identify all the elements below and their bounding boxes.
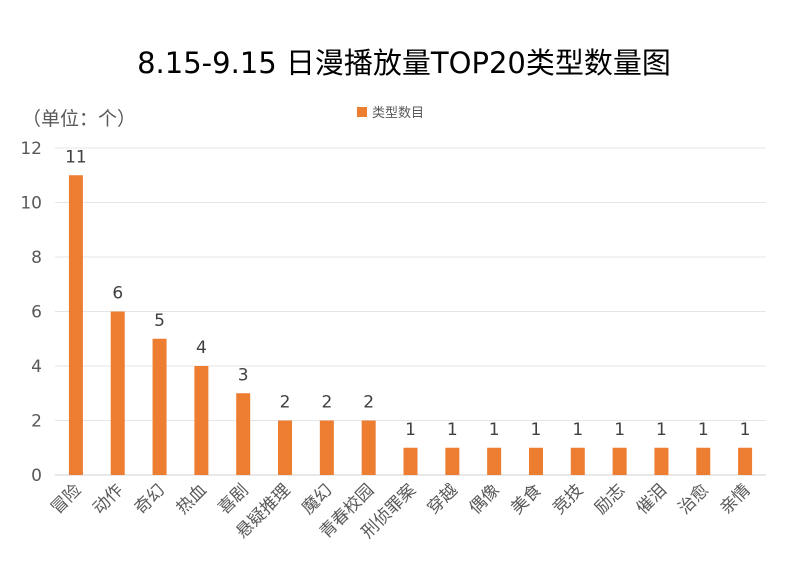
y-tick-label: 0 [31,466,42,486]
bar [152,338,167,475]
data-label: 1 [447,420,458,440]
bar [487,447,502,475]
x-tick-label: 催泪 [633,480,671,518]
legend-swatch [357,106,367,117]
bar [654,447,669,475]
data-label: 1 [740,420,751,440]
data-label: 2 [363,393,374,413]
data-label: 1 [531,420,542,440]
x-tick-label: 热血 [173,480,211,518]
bar [236,393,251,475]
unit-label: （单位：个） [22,108,137,130]
legend: 类型数目 [357,102,424,121]
bar [696,447,711,475]
data-label: 5 [154,311,165,331]
x-tick-label: 竞技 [549,480,587,518]
data-label: 11 [65,147,87,167]
data-label: 1 [405,420,416,440]
bar [278,420,293,475]
data-label: 1 [614,420,625,440]
data-label: 3 [238,365,249,385]
bar [570,447,585,475]
data-label: 6 [112,284,123,304]
x-tick-label: 偶像 [465,480,503,518]
y-tick-label: 12 [20,139,42,159]
data-label: 2 [280,393,291,413]
data-label: 4 [196,338,207,358]
x-tick-label: 美食 [507,480,545,518]
bar [194,366,209,475]
x-tick-label: 亲情 [716,480,754,518]
x-tick-label: 励志 [591,480,629,518]
x-tick-label: 动作 [89,480,127,518]
y-tick-label: 10 [20,194,42,214]
bar [68,175,83,475]
bar [110,311,125,475]
bar [319,420,334,475]
bar [361,420,376,475]
legend-label: 类型数目 [372,106,425,121]
data-label: 1 [698,420,709,440]
y-tick-label: 4 [31,357,42,377]
data-label: 2 [321,393,332,413]
y-tick-label: 2 [31,412,42,432]
chart-title: 8.15-9.15 日漫播放量TOP20类型数量图 [137,46,671,80]
x-tick-label: 治愈 [675,480,713,518]
bar [528,447,543,475]
data-label: 1 [489,420,500,440]
x-tick-label: 穿越 [424,480,462,518]
bar [738,447,753,475]
y-tick-label: 8 [31,248,42,268]
data-label: 1 [656,420,667,440]
bar [403,447,418,475]
bar [612,447,627,475]
y-tick-label: 6 [31,303,42,323]
x-tick-label: 奇幻 [131,480,169,518]
bar [445,447,460,475]
x-tick-label: 冒险 [47,480,85,518]
data-label: 1 [572,420,583,440]
